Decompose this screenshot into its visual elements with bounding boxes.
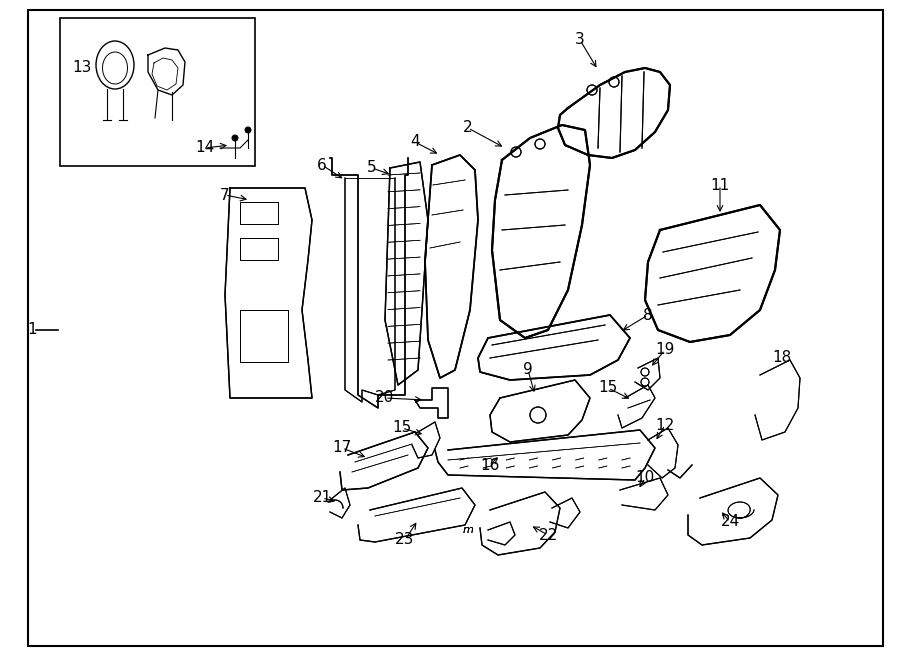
Bar bbox=[240, 310, 288, 362]
Polygon shape bbox=[412, 422, 440, 458]
Text: 5: 5 bbox=[367, 161, 377, 176]
Text: 20: 20 bbox=[375, 391, 394, 405]
Polygon shape bbox=[330, 488, 350, 518]
Polygon shape bbox=[618, 385, 655, 428]
Polygon shape bbox=[480, 492, 560, 555]
Text: 2: 2 bbox=[464, 120, 472, 136]
Polygon shape bbox=[435, 430, 655, 480]
Bar bbox=[240, 202, 278, 224]
Polygon shape bbox=[415, 388, 448, 418]
Text: 22: 22 bbox=[538, 527, 558, 543]
Polygon shape bbox=[688, 478, 778, 545]
Polygon shape bbox=[225, 188, 312, 398]
Bar bbox=[240, 238, 278, 260]
Polygon shape bbox=[340, 432, 428, 490]
Polygon shape bbox=[490, 380, 590, 442]
Text: 3: 3 bbox=[575, 32, 585, 48]
Polygon shape bbox=[425, 155, 478, 378]
Text: m: m bbox=[463, 525, 473, 535]
Text: 8: 8 bbox=[644, 307, 652, 323]
Polygon shape bbox=[755, 360, 800, 440]
Text: 12: 12 bbox=[655, 418, 675, 432]
Text: 10: 10 bbox=[635, 471, 654, 485]
Circle shape bbox=[232, 135, 238, 141]
Text: 11: 11 bbox=[710, 178, 730, 192]
Polygon shape bbox=[415, 388, 448, 418]
Polygon shape bbox=[412, 422, 440, 458]
Text: 1: 1 bbox=[27, 323, 37, 338]
Circle shape bbox=[245, 127, 251, 133]
Text: 24: 24 bbox=[720, 514, 740, 529]
Polygon shape bbox=[425, 155, 478, 378]
Polygon shape bbox=[755, 360, 800, 440]
Polygon shape bbox=[358, 488, 475, 542]
Polygon shape bbox=[648, 428, 678, 478]
Polygon shape bbox=[620, 478, 668, 510]
Text: 18: 18 bbox=[772, 350, 792, 366]
Polygon shape bbox=[225, 188, 312, 398]
Text: 15: 15 bbox=[392, 420, 411, 436]
Polygon shape bbox=[490, 380, 590, 442]
Polygon shape bbox=[550, 498, 580, 528]
Polygon shape bbox=[488, 522, 515, 545]
Polygon shape bbox=[340, 432, 428, 490]
Polygon shape bbox=[558, 68, 670, 158]
Text: 15: 15 bbox=[598, 381, 617, 395]
Polygon shape bbox=[385, 162, 428, 385]
Polygon shape bbox=[435, 430, 655, 480]
Ellipse shape bbox=[96, 41, 134, 89]
Text: 9: 9 bbox=[523, 362, 533, 377]
Text: 6: 6 bbox=[317, 157, 327, 173]
Text: m: m bbox=[463, 525, 473, 535]
Text: 19: 19 bbox=[655, 342, 675, 358]
Polygon shape bbox=[648, 428, 678, 478]
Polygon shape bbox=[645, 205, 780, 342]
Polygon shape bbox=[492, 125, 590, 338]
Bar bbox=[240, 202, 278, 224]
Polygon shape bbox=[478, 315, 630, 380]
Text: 23: 23 bbox=[395, 533, 415, 547]
Text: 17: 17 bbox=[332, 440, 352, 455]
Polygon shape bbox=[620, 478, 668, 510]
Polygon shape bbox=[492, 125, 590, 338]
Text: 14: 14 bbox=[195, 141, 214, 155]
Polygon shape bbox=[550, 498, 580, 528]
Polygon shape bbox=[618, 385, 655, 428]
Text: 21: 21 bbox=[312, 490, 331, 506]
Polygon shape bbox=[330, 488, 350, 518]
Polygon shape bbox=[688, 478, 778, 545]
Polygon shape bbox=[558, 68, 670, 158]
Polygon shape bbox=[488, 522, 515, 545]
Text: 13: 13 bbox=[72, 61, 92, 75]
Polygon shape bbox=[478, 315, 630, 380]
Polygon shape bbox=[358, 488, 475, 542]
Text: 4: 4 bbox=[410, 134, 419, 149]
Polygon shape bbox=[480, 492, 560, 555]
Text: 16: 16 bbox=[481, 457, 500, 473]
Bar bbox=[240, 310, 288, 362]
Polygon shape bbox=[148, 48, 185, 95]
Bar bbox=[240, 238, 278, 260]
Bar bbox=[60, 18, 255, 166]
Polygon shape bbox=[645, 205, 780, 342]
Text: 7: 7 bbox=[220, 188, 230, 202]
Polygon shape bbox=[635, 358, 660, 390]
Polygon shape bbox=[385, 162, 428, 385]
Polygon shape bbox=[635, 358, 660, 390]
